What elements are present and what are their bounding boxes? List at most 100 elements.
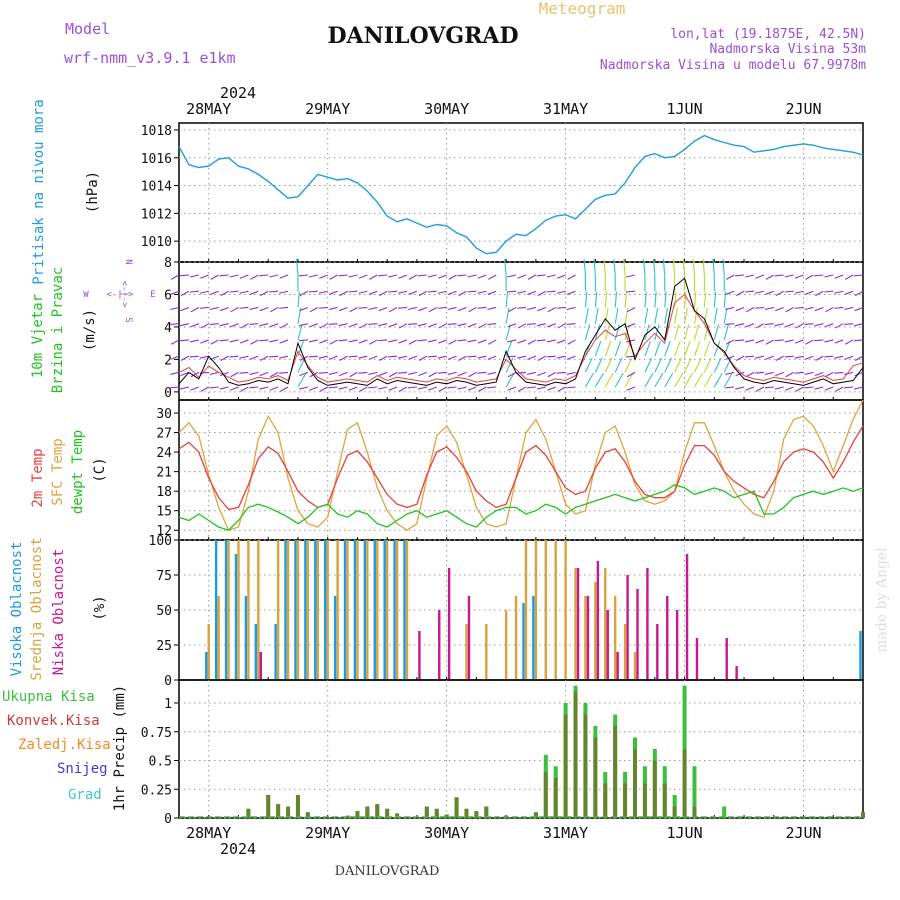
wind-arrow [468, 306, 477, 313]
wind-arrow [170, 274, 180, 280]
wind-arrow [854, 306, 864, 312]
wind-arrow [784, 274, 794, 278]
wind-arrow [725, 355, 735, 360]
wind-arrow [438, 274, 447, 279]
wind-arrow [626, 306, 636, 313]
pressure-panel: 1010 1012 1014 1016 1018 [141, 122, 864, 263]
wind-arrow [200, 323, 210, 329]
wind-arrow [713, 357, 722, 373]
wind-arrow [269, 371, 279, 378]
wind-arrow [190, 371, 200, 378]
precip-conv-bar [454, 797, 459, 818]
wind-arrow [417, 274, 427, 277]
bottom-day-label: 29MAY [305, 824, 350, 842]
y-tick-label: 1014 [141, 180, 172, 195]
wind-arrow [348, 323, 358, 328]
cloud-unit: (%) [92, 595, 108, 620]
wind-arrow [814, 386, 824, 390]
wind-arrow [505, 357, 514, 373]
wind-arrow [388, 290, 398, 293]
precip-conv-bar [444, 814, 449, 818]
wind-ylabel-1: 10m Vjetar [30, 294, 46, 378]
wind-arrow [537, 355, 547, 362]
wind-arrow [754, 306, 764, 309]
wind-arrow [507, 339, 517, 343]
wind-arrow [328, 306, 338, 311]
wind-arrow [567, 274, 576, 280]
wind-arrow [516, 306, 527, 309]
wind-arrow [190, 323, 200, 328]
legend-total-rain: Ukupna Kisa [2, 689, 95, 705]
wind-arrow [437, 290, 447, 294]
wind-arrow [359, 323, 368, 329]
wind-arrow [279, 371, 289, 374]
y-tick-label: 1010 [141, 235, 172, 250]
wind-arrow [505, 291, 509, 308]
cloud-ylabel-low: Niska Oblacnost [51, 549, 67, 675]
wind-arrow [348, 339, 358, 343]
wind-arrow [388, 323, 398, 328]
cloud-mid-bar [326, 540, 329, 680]
cloud-mid-bar [604, 568, 607, 680]
wind-arrow [260, 290, 269, 297]
wind-arrow [438, 339, 447, 344]
wind-arrow [765, 274, 775, 280]
cloud-high-bar [224, 540, 228, 680]
wind-arrow [199, 306, 209, 309]
cloud-mid-bar [237, 540, 240, 680]
wind-arrow [427, 290, 437, 293]
wind-arrow [279, 306, 289, 309]
precip-total-bar [722, 806, 727, 818]
wind-arrow [527, 290, 537, 295]
wind-arrow [299, 371, 309, 377]
cloud-low-bar [418, 631, 421, 680]
wind-arrow [488, 274, 497, 280]
wind-arrow [765, 339, 775, 345]
wind-arrow [418, 290, 428, 297]
wind-arrow [190, 386, 200, 391]
wind-arrow [584, 307, 589, 324]
y-tick-label: 1016 [141, 152, 172, 167]
precip-conv-bar [365, 806, 370, 818]
wind-arrow [297, 291, 300, 308]
wind-arrow [299, 290, 309, 297]
wind-arrow [684, 357, 692, 373]
wind-arrow [764, 306, 774, 311]
wind-arrow [507, 306, 517, 313]
wind-arrow [824, 290, 834, 293]
wind-arrow [594, 340, 602, 357]
y-tick-label: 1018 [141, 124, 172, 139]
wind-arrow [614, 372, 624, 388]
wind-arrow [693, 357, 702, 373]
precip-conv-bar [355, 811, 360, 818]
wind-arrow [368, 355, 378, 360]
wind-arrow [567, 339, 576, 345]
panel-frame [178, 399, 864, 541]
precip-conv-bar [633, 749, 637, 818]
wind-arrow [693, 291, 697, 308]
cloud-mid-bar [544, 540, 547, 680]
wind-gust-line [178, 293, 864, 383]
wind-arrow [427, 355, 437, 358]
wind-arrow [487, 386, 497, 389]
wind-arrow [844, 339, 854, 345]
wind-arrow [467, 386, 477, 391]
cloud-high-bar [383, 540, 386, 680]
cloud-mid-bar [385, 540, 389, 680]
wind-arrow [775, 355, 784, 362]
wind-arrow [547, 323, 556, 328]
wind-arrow [755, 339, 765, 344]
wind-arrow [613, 259, 616, 276]
sfc-temp-line [178, 399, 864, 531]
wind-arrow [824, 323, 834, 328]
wind-arrow [804, 323, 814, 326]
wind-arrow [517, 323, 527, 329]
wind-arrow [785, 323, 794, 328]
compass-arrows: <-|-> [119, 280, 129, 308]
wind-arrow [388, 339, 398, 343]
wind-arrow [594, 307, 599, 324]
wind-arrow [477, 290, 487, 294]
wind-arrow [834, 274, 844, 279]
wind-arrow [584, 291, 588, 308]
wind-arrow [368, 306, 378, 311]
